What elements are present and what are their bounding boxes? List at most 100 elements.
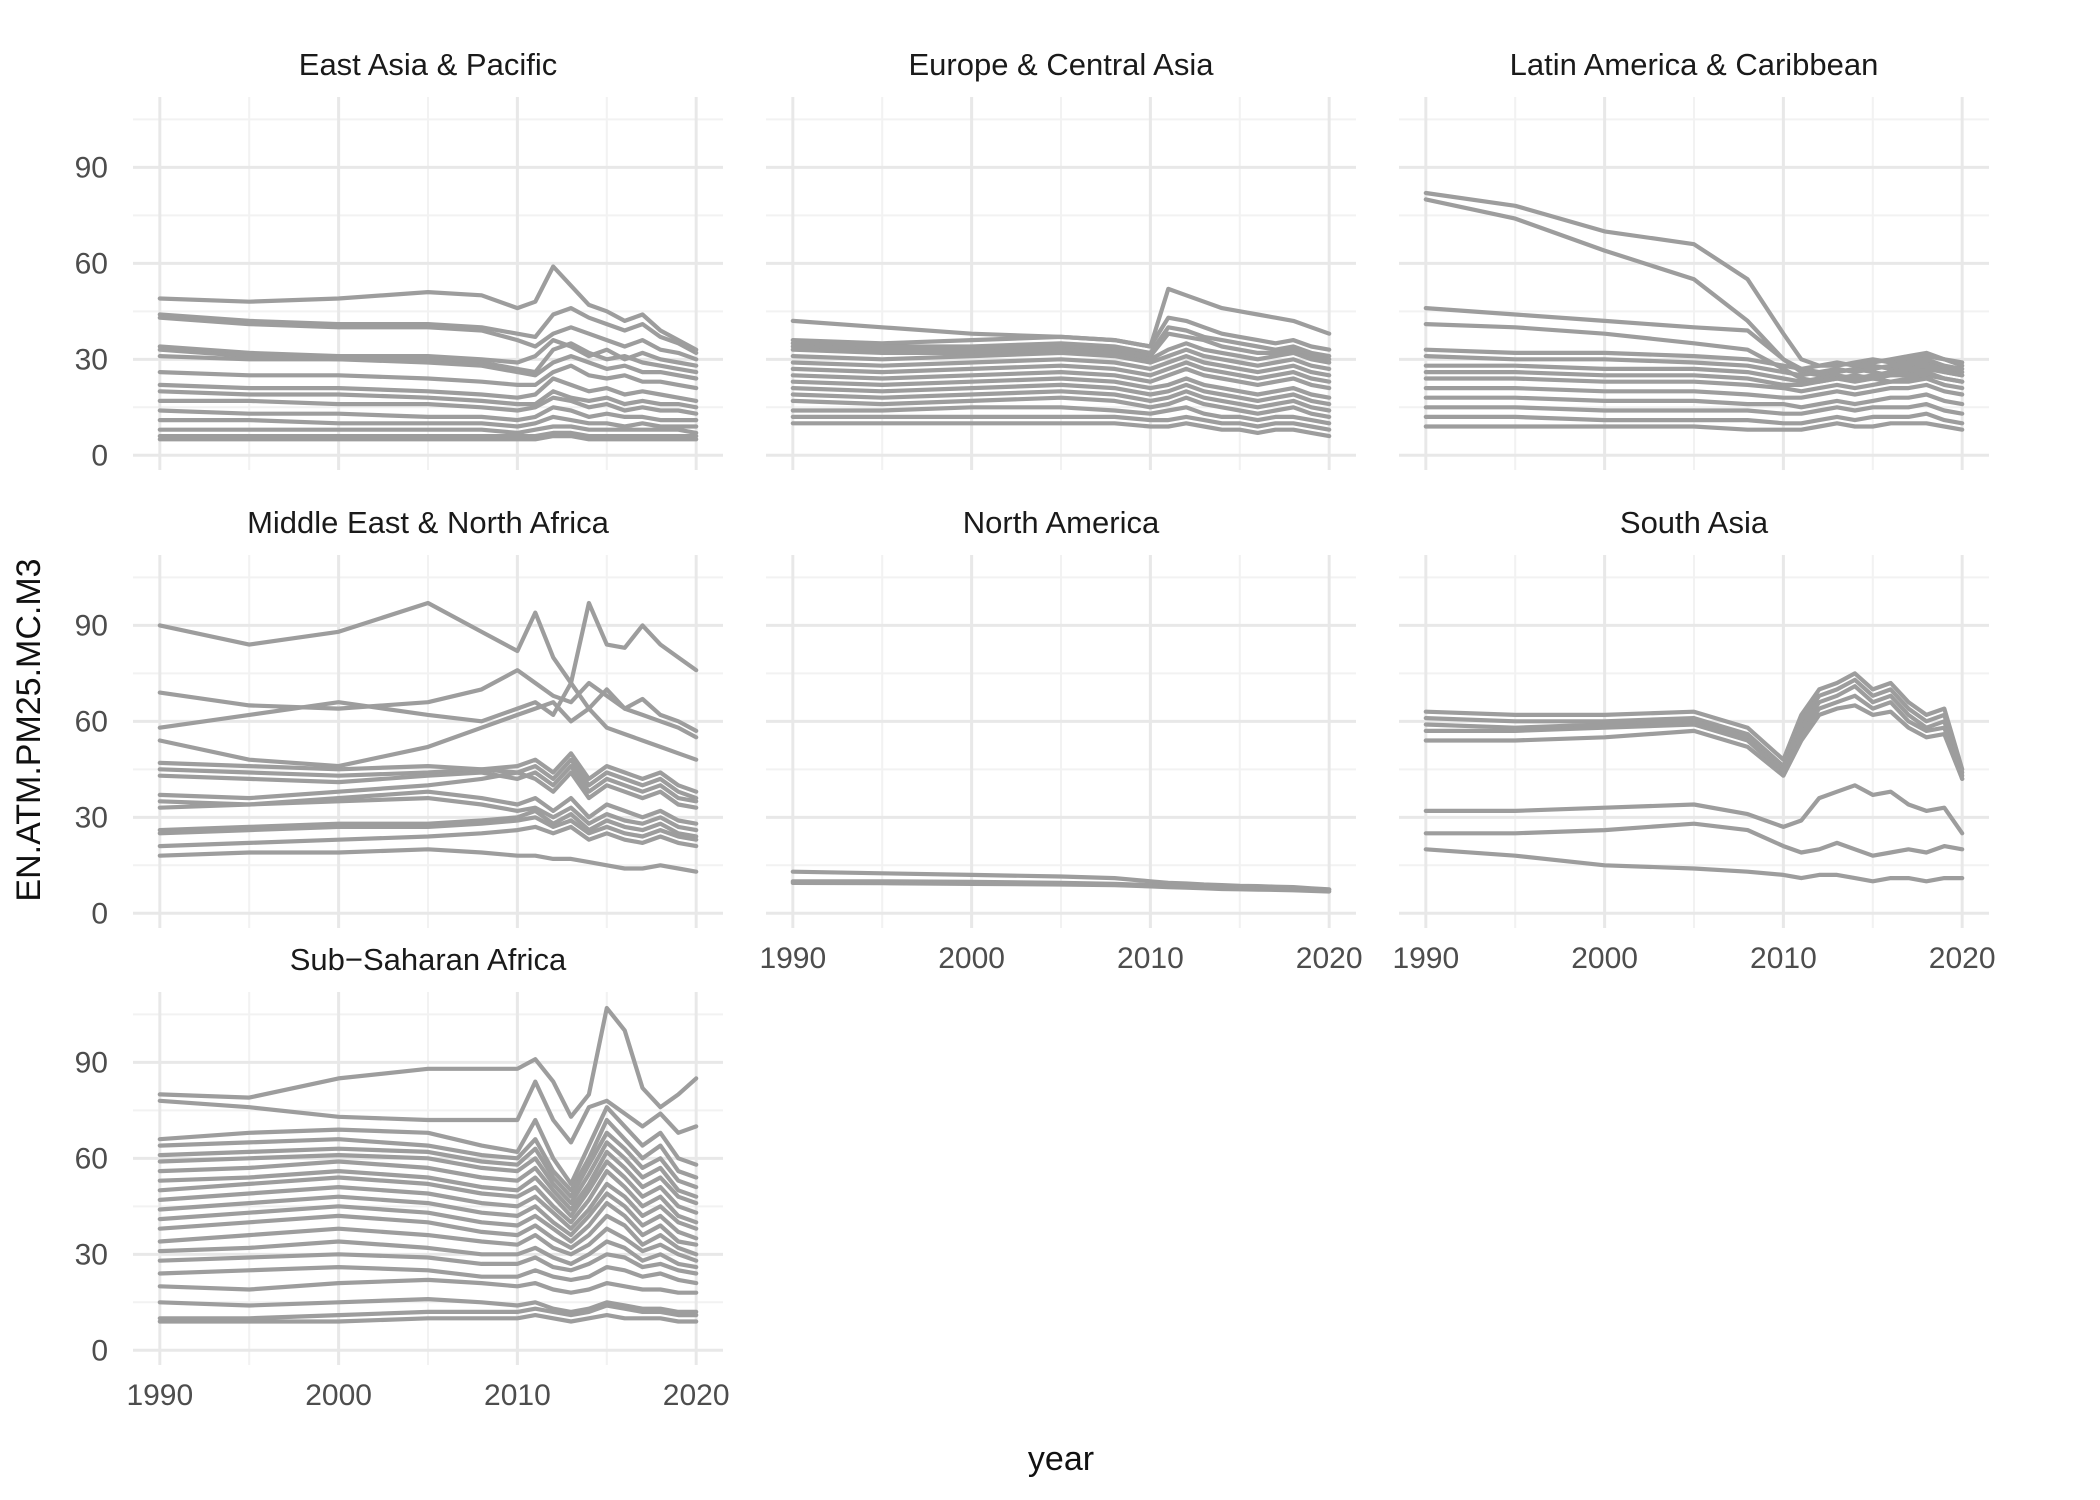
series-line [157,1213,699,1257]
x-tick-label: 1990 [126,1379,193,1412]
series-line [790,382,1332,407]
series-line [157,1149,699,1212]
series-line [1423,363,1965,384]
series-line [157,1181,699,1231]
series-line [157,424,699,435]
series-line [790,366,1332,391]
facet-title: East Asia & Pacific [299,47,557,82]
series-line [157,757,699,801]
series-line [157,824,699,849]
series-line [157,847,699,874]
x-tick-label: 2010 [484,1379,551,1412]
series-line [157,1159,699,1219]
facet-europe-central-asia: Europe & Central Asia [766,47,1356,470]
x-tick-label: 2010 [1750,942,1817,975]
series-line [157,315,699,362]
x-tick-label: 2020 [1296,942,1363,975]
series-line [790,360,1332,384]
facet-title: Middle East & North Africa [247,505,610,540]
series-line [157,1079,699,1145]
facet-east-asia-pacific: East Asia & Pacific 0 30 60 90 [75,47,723,472]
y-tick-label: 60 [75,705,108,738]
series-line [157,700,699,769]
series-line [1423,347,1965,371]
series-line [157,389,699,410]
series-line [1423,392,1965,410]
series-line [157,751,699,794]
series-line [790,405,1332,426]
series-line [157,795,699,833]
y-tick-label: 0 [91,1334,108,1367]
series-line [790,389,1332,413]
y-tick-label: 30 [75,1238,108,1271]
series-line [157,763,699,804]
series-line [157,354,699,381]
facet-sub-saharan-africa: Sub−Saharan Africa 1990 2000 2010 2020 0 30 60 9… [75,942,730,1412]
series-line [1423,411,1965,426]
facet-latin-america-caribbean: Latin America & Caribbean [1399,47,1989,470]
y-axis-title: EN.ATM.PM25.MC.M3 [10,558,48,901]
series-line [157,1140,699,1206]
facet-title: South Asia [1620,505,1769,540]
series-line [1423,370,1965,387]
series-line [157,1105,699,1187]
series-line [157,1296,699,1315]
series-line [790,331,1332,362]
series-line [157,306,699,355]
series-line [1423,703,1965,782]
series-line [790,347,1332,371]
facet-title: North America [963,505,1160,540]
series-line [157,1252,699,1276]
series-line [157,363,699,391]
y-tick-label: 0 [91,897,108,930]
series-line [157,395,699,416]
series-line [1423,382,1965,400]
series-line [157,1239,699,1270]
series-line [157,1312,699,1324]
series-line [790,354,1332,378]
series-line [157,414,699,429]
series-line [157,1130,699,1199]
x-tick-label: 2000 [938,942,1005,975]
series-line [790,376,1332,400]
series-line [790,286,1332,349]
series-line [157,430,699,439]
x-tick-label: 2020 [663,1379,730,1412]
series-line [790,880,1332,894]
y-tick-label: 60 [75,247,108,280]
series-line [157,338,699,368]
facet-south-asia: South Asia 1990 2000 2010 2020 [1392,505,1995,975]
series-line [1423,306,1965,378]
series-line [790,325,1332,359]
series-line [157,434,699,442]
series-line [1423,354,1965,378]
series-line [157,1226,699,1263]
series-line [790,315,1332,352]
series-line [157,789,699,826]
series-line [1423,821,1965,858]
x-axis-title: year [1028,1440,1094,1478]
y-tick-label: 90 [75,1046,108,1079]
x-tick-label: 2000 [1571,942,1638,975]
series-line [157,600,699,686]
series-line [157,405,699,423]
x-tick-label: 2000 [305,1379,372,1412]
series-line [157,815,699,842]
series-line [157,770,699,810]
series-line [1423,847,1965,884]
series-line [157,1277,699,1295]
series-line [1423,421,1965,432]
series-line [157,1005,699,1119]
y-tick-label: 90 [75,609,108,642]
series-line [1423,376,1965,394]
facet-north-america: North America 1990 2000 2010 2020 [759,505,1362,975]
series-line [157,808,699,839]
series-line [157,1191,699,1241]
series-line [790,869,1332,892]
series-line [157,264,699,352]
facet-panels: East Asia & Pacific 0 30 60 90 Europe & Centr… [75,47,1996,1412]
facet-title: Europe & Central Asia [908,47,1214,82]
y-tick-label: 30 [75,801,108,834]
series-line [1423,783,1965,836]
